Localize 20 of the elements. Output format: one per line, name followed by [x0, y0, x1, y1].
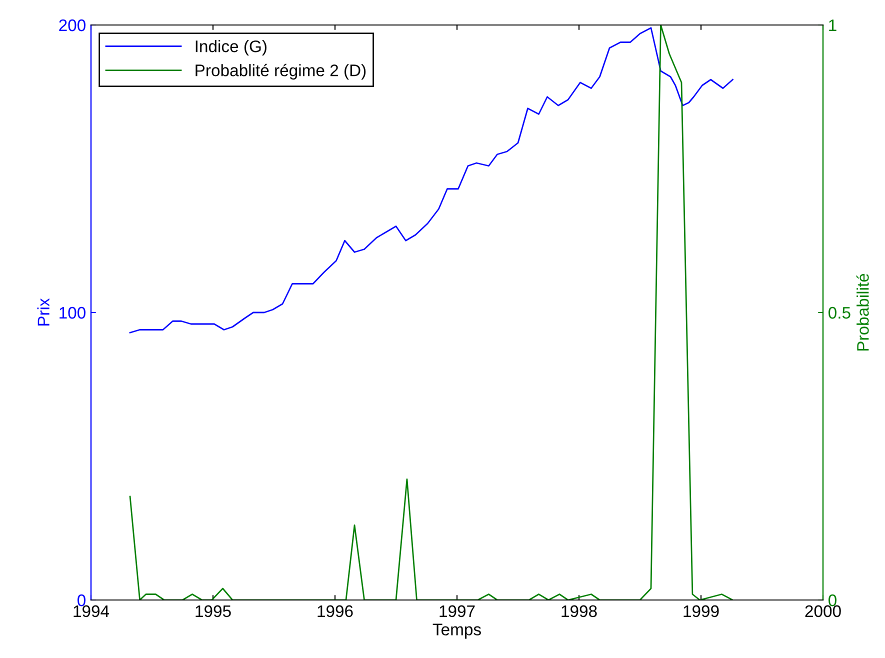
- y-tick-label: 100: [60, 306, 86, 319]
- y-tick-label: 200: [59, 19, 86, 32]
- x-tick-label: 1994: [74, 605, 110, 618]
- y2-tick-label: 0: [828, 594, 836, 606]
- x-tick-label: 1998: [562, 605, 597, 618]
- x-tick-label: 1996: [318, 605, 353, 618]
- legend-label: Probablité régime 2 (D): [196, 64, 366, 80]
- x-axis-title: Temps: [432, 624, 481, 639]
- y-axis-title: Prix: [37, 298, 50, 326]
- x-tick-label: 1999: [684, 605, 719, 618]
- y2-tick-label: 1: [829, 20, 836, 32]
- y-tick-label: 0: [78, 594, 86, 606]
- x-tick-label: 1997: [440, 605, 475, 618]
- x-tick-label: 1995: [196, 605, 231, 618]
- line-series: [129, 27, 734, 334]
- line-series: [129, 25, 734, 600]
- x-tick-label: 2000: [805, 605, 841, 618]
- legend-label: Indice (G): [196, 40, 266, 56]
- y2-tick-label: 0.5: [828, 306, 850, 319]
- y2-axis-title: Probabilité: [856, 274, 869, 351]
